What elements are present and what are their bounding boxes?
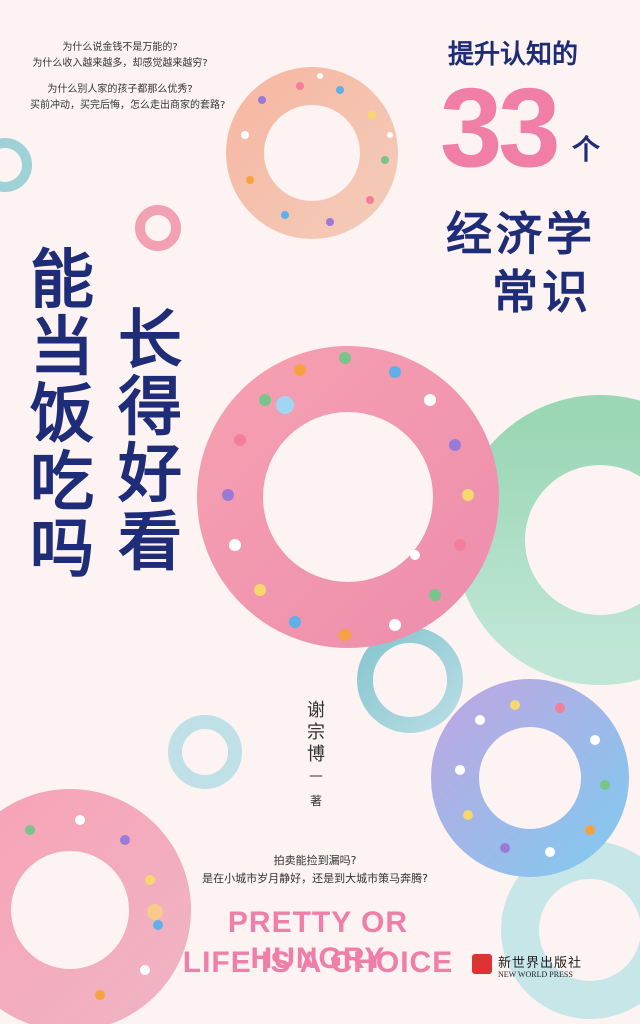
bottom-sprinkles bbox=[25, 815, 163, 1000]
peach-sprinkles bbox=[241, 73, 393, 226]
subtitle-line1: 提升认知的 bbox=[448, 40, 579, 70]
peach-donut bbox=[226, 67, 398, 239]
publisher-logo: 新世界出版社 NEW WORLD PRESS bbox=[472, 950, 632, 990]
teal-ring-center bbox=[357, 627, 463, 733]
pink-donut-large bbox=[197, 346, 499, 648]
blue-sprinkles bbox=[455, 700, 610, 857]
pink-sprinkles bbox=[222, 352, 474, 641]
subtitle-number: 33 bbox=[440, 65, 561, 190]
bottom-question-1: 拍卖能捡到漏吗? bbox=[273, 854, 357, 867]
title-col-right: 长得好看 bbox=[118, 304, 182, 580]
subtitle-line3: 常识 bbox=[492, 265, 592, 319]
bottom-question-block: 拍卖能捡到漏吗? 是在小城市岁月静好，还是到大城市策马奔腾? bbox=[190, 852, 440, 888]
english-title-line1: PRETTY OR HUNGRY bbox=[227, 906, 409, 975]
author-dash: — bbox=[309, 768, 323, 784]
green-ring bbox=[455, 395, 640, 685]
top-question-4: 买前冲动，买完后悔，怎么走出商家的套路? bbox=[30, 100, 226, 111]
top-question-3: 为什么别人家的孩子都那么优秀? bbox=[47, 84, 193, 95]
author-role: 著 bbox=[309, 794, 322, 808]
teal-ring-bottom bbox=[501, 841, 640, 1019]
english-title-line2: LIFE IS A CHOICE bbox=[182, 946, 454, 979]
pink-ring-small bbox=[135, 205, 181, 251]
publisher-english: NEW WORLD PRESS bbox=[498, 970, 573, 979]
publisher-chinese: 新世界出版社 bbox=[498, 956, 583, 971]
blue-donut bbox=[431, 679, 629, 877]
subtitle-unit: 个 bbox=[572, 133, 601, 166]
top-question-2: 为什么收入越来越多，却感觉越来越穷? bbox=[32, 58, 208, 69]
title-col-left: 能当饭吃吗 bbox=[30, 244, 94, 587]
pink-donut-bottom bbox=[0, 789, 191, 1024]
publisher-mark-icon bbox=[472, 954, 492, 974]
subtitle-line2: 经济学 bbox=[446, 207, 596, 261]
author-name: 谢宗博 bbox=[307, 700, 325, 765]
bottom-question-2: 是在小城市岁月静好，还是到大城市策马奔腾? bbox=[202, 872, 428, 885]
top-question-1: 为什么说金钱不是万能的? bbox=[62, 42, 178, 53]
teal-ring-left-mid bbox=[168, 715, 242, 789]
top-question-block: 为什么说金钱不是万能的? 为什么收入越来越多，却感觉越来越穷? 为什么别人家的孩… bbox=[30, 40, 226, 114]
teal-ring-left-top bbox=[0, 138, 32, 192]
